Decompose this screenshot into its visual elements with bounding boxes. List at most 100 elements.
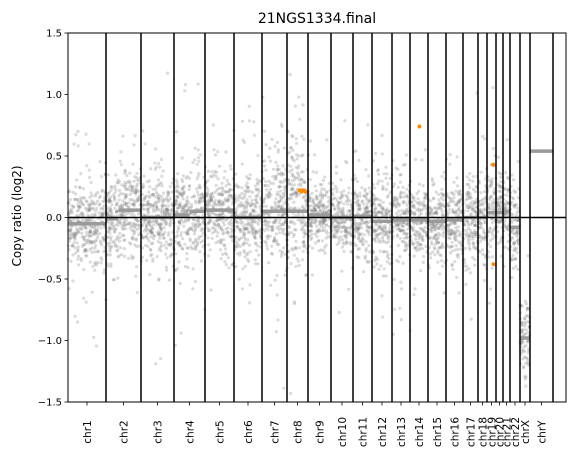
bin-point bbox=[515, 218, 520, 222]
bin-point bbox=[230, 193, 234, 198]
bin-point bbox=[516, 206, 520, 210]
bin-point bbox=[216, 222, 220, 227]
bin-point bbox=[358, 191, 362, 195]
bin-point bbox=[428, 213, 432, 217]
bin-point bbox=[127, 205, 131, 210]
bin-point bbox=[180, 209, 185, 213]
chromosome-label: chr19 bbox=[487, 417, 499, 447]
bin-point bbox=[157, 223, 161, 227]
bin-point bbox=[456, 255, 460, 259]
bin-point bbox=[380, 133, 384, 137]
bin-point bbox=[191, 241, 195, 245]
bin-point bbox=[181, 237, 185, 241]
bin-point bbox=[234, 172, 238, 176]
bin-point bbox=[83, 234, 87, 238]
bin-point bbox=[358, 206, 362, 210]
bin-point bbox=[76, 249, 80, 253]
bin-point bbox=[144, 225, 149, 229]
bin-point bbox=[110, 213, 114, 217]
bin-point bbox=[299, 184, 303, 188]
bin-point bbox=[453, 238, 457, 242]
bin-point bbox=[86, 203, 91, 207]
bin-point bbox=[143, 219, 147, 223]
bin-point bbox=[119, 163, 123, 167]
bin-point bbox=[93, 260, 97, 265]
bin-point bbox=[405, 235, 409, 239]
bin-point bbox=[82, 296, 86, 300]
bin-point bbox=[93, 228, 97, 232]
bin-point bbox=[270, 252, 274, 256]
bin-point bbox=[115, 201, 119, 205]
bin-point bbox=[209, 218, 213, 222]
bin-point bbox=[132, 143, 136, 147]
bin-point bbox=[428, 266, 432, 270]
bin-point bbox=[522, 355, 527, 359]
bin-point bbox=[308, 223, 312, 227]
bin-point bbox=[333, 226, 338, 230]
bin-point bbox=[122, 247, 126, 251]
bin-point bbox=[357, 204, 361, 208]
bin-point bbox=[439, 259, 444, 263]
bin-point bbox=[108, 207, 112, 211]
bin-point bbox=[195, 162, 199, 166]
bin-point bbox=[222, 231, 226, 235]
bin-point bbox=[75, 320, 80, 324]
bin-point bbox=[287, 179, 291, 183]
bin-point bbox=[158, 246, 162, 250]
bin-point bbox=[237, 238, 241, 242]
bin-point bbox=[239, 203, 243, 207]
bin-point bbox=[415, 200, 419, 205]
bin-point bbox=[304, 203, 308, 207]
bin-point bbox=[354, 225, 358, 229]
bin-point bbox=[440, 264, 445, 268]
bin-point bbox=[386, 240, 391, 244]
bin-point bbox=[121, 233, 125, 237]
bin-point bbox=[216, 177, 220, 181]
bin-point bbox=[157, 182, 162, 186]
bin-point bbox=[72, 235, 76, 239]
bin-point bbox=[377, 210, 381, 214]
bin-point bbox=[447, 231, 451, 235]
bin-point bbox=[287, 196, 291, 200]
bin-point bbox=[292, 159, 296, 163]
bin-point bbox=[266, 220, 270, 224]
bin-point bbox=[483, 200, 487, 204]
bin-point bbox=[472, 232, 476, 236]
bin-point bbox=[520, 328, 524, 332]
bin-point bbox=[271, 224, 275, 228]
bin-point bbox=[274, 329, 279, 334]
bin-point bbox=[283, 232, 287, 236]
bin-point bbox=[394, 223, 399, 227]
bin-point bbox=[456, 184, 460, 188]
bin-point bbox=[159, 222, 163, 226]
bin-point bbox=[235, 225, 239, 229]
bin-point bbox=[166, 198, 170, 202]
bin-point bbox=[506, 201, 510, 205]
bin-point bbox=[303, 220, 307, 225]
bin-point bbox=[123, 169, 127, 173]
bin-point bbox=[108, 231, 112, 235]
bin-point bbox=[90, 250, 94, 254]
bin-point bbox=[471, 255, 475, 260]
bin-point bbox=[280, 124, 284, 129]
bin-point bbox=[378, 231, 382, 236]
bin-point bbox=[186, 208, 190, 212]
bin-point bbox=[513, 203, 517, 207]
bin-point bbox=[491, 233, 495, 237]
bin-point bbox=[146, 200, 150, 204]
bin-point bbox=[386, 193, 390, 198]
bin-point bbox=[356, 247, 360, 251]
bin-point bbox=[304, 273, 308, 277]
bin-point bbox=[252, 235, 257, 239]
bin-point bbox=[242, 232, 246, 236]
bin-point bbox=[288, 182, 292, 186]
bin-point bbox=[487, 207, 491, 211]
bin-point bbox=[255, 181, 259, 185]
bin-point bbox=[448, 236, 452, 241]
bin-point bbox=[160, 203, 165, 207]
bin-point bbox=[197, 199, 201, 203]
bin-point bbox=[324, 218, 328, 222]
bin-point bbox=[354, 222, 358, 226]
bin-point bbox=[441, 194, 446, 198]
bin-point bbox=[253, 233, 257, 237]
